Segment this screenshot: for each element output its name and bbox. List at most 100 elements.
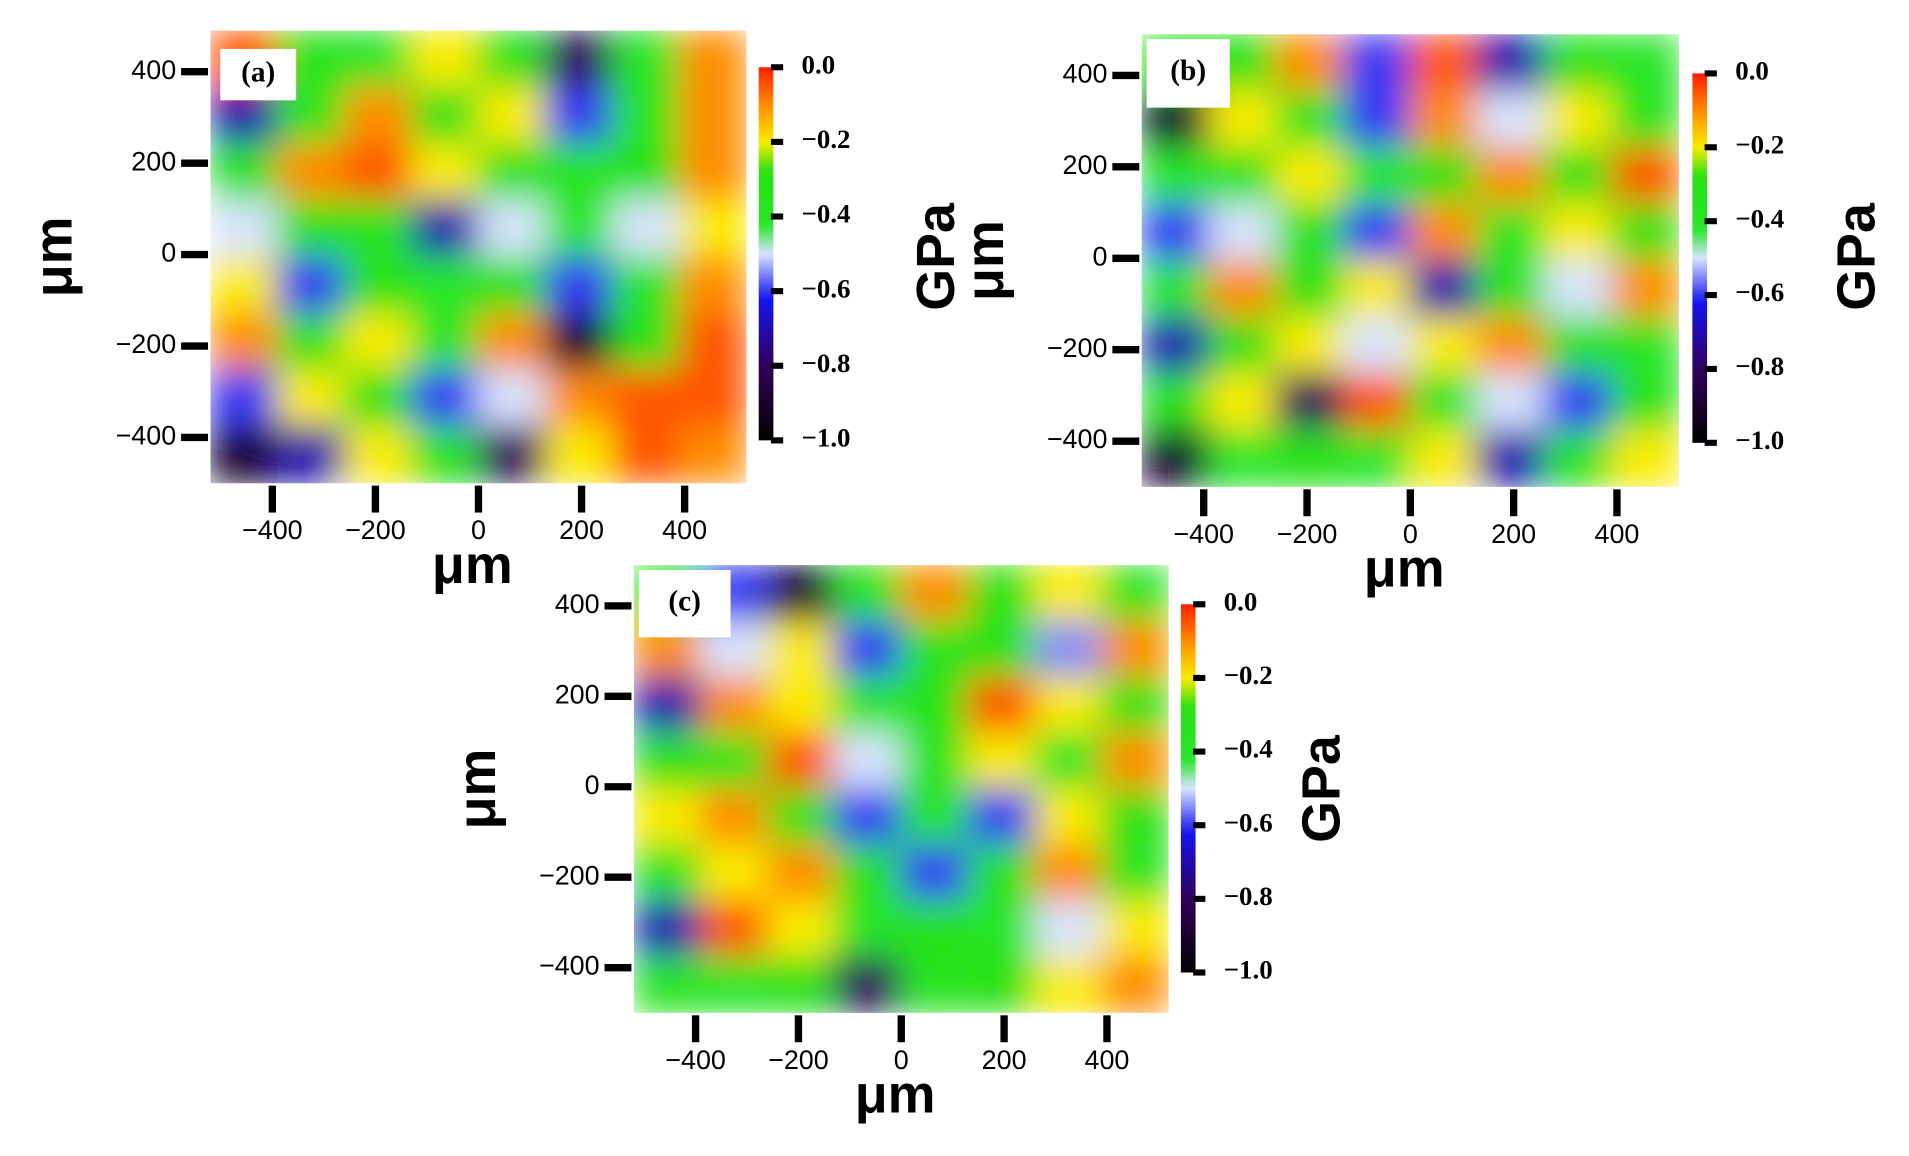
cb-label: GPa <box>1291 734 1351 843</box>
cell <box>633 900 702 958</box>
x-tick-label: 0 <box>471 515 486 545</box>
cell <box>766 956 836 1013</box>
x-axis-label: μm <box>432 535 513 595</box>
cell <box>343 30 413 88</box>
cb-tick-label: −0.2 <box>802 124 851 154</box>
cell <box>1476 90 1546 149</box>
cell <box>1034 732 1103 790</box>
cell <box>1275 316 1344 375</box>
heatmap <box>210 30 747 484</box>
x-tick-label: 400 <box>662 515 707 545</box>
cell <box>1101 788 1169 846</box>
cell <box>1476 34 1546 92</box>
cell <box>766 900 836 958</box>
x-tick-label: −200 <box>1277 519 1338 549</box>
cell <box>1611 372 1679 431</box>
cell <box>678 86 747 145</box>
cell <box>611 199 681 258</box>
cell <box>611 143 681 202</box>
cell <box>1476 147 1546 205</box>
plot-area <box>1141 34 1679 487</box>
cell <box>1544 203 1613 262</box>
cell <box>678 143 747 202</box>
cell <box>1476 429 1546 487</box>
panel-label: (c) <box>668 585 701 617</box>
cb-tick-label: −0.8 <box>802 348 851 378</box>
cell <box>1342 90 1411 149</box>
x-tick-label: 200 <box>982 1045 1027 1075</box>
cell <box>1275 429 1344 487</box>
cb-tick-label: −0.6 <box>1224 807 1273 837</box>
y-tick-label: −200 <box>539 860 600 890</box>
cell <box>410 256 480 315</box>
cell <box>1101 620 1169 678</box>
cb-tick-label: −0.4 <box>1224 734 1273 764</box>
cell <box>833 565 902 622</box>
cell <box>1544 429 1613 487</box>
x-tick-label: 200 <box>559 515 604 545</box>
y-axis-label: μm <box>24 216 84 297</box>
cb-tick-label: −0.8 <box>1735 351 1784 381</box>
cell <box>1611 429 1679 487</box>
cell <box>1208 372 1277 431</box>
x-axis-label: μm <box>1364 539 1445 599</box>
cell <box>477 256 547 315</box>
cell <box>700 900 769 958</box>
cell <box>1409 90 1479 149</box>
cell <box>477 143 547 202</box>
cell <box>1476 260 1546 318</box>
colorbar <box>758 67 774 441</box>
cell <box>1141 316 1210 375</box>
cell <box>1275 203 1344 262</box>
cell <box>477 313 547 371</box>
cell <box>1101 732 1169 790</box>
cell <box>766 844 836 902</box>
cell <box>276 143 346 202</box>
cell <box>1034 565 1103 622</box>
cb-tick-label: −1.0 <box>1224 955 1273 985</box>
cell <box>1544 34 1613 92</box>
cell <box>833 956 902 1013</box>
cell <box>544 30 614 88</box>
x-tick-label: −400 <box>1173 519 1234 549</box>
cell <box>1342 372 1411 431</box>
cell <box>1342 316 1411 375</box>
x-tick-label: 400 <box>1084 1045 1129 1075</box>
cell <box>833 788 902 846</box>
cell <box>343 369 413 428</box>
cell <box>410 313 480 371</box>
cell <box>276 313 346 371</box>
cell <box>833 620 902 678</box>
cell <box>1275 90 1344 149</box>
cell <box>1409 429 1479 487</box>
cell <box>967 900 1036 958</box>
cell <box>766 788 836 846</box>
cell <box>1409 203 1479 262</box>
cb-tick-label: −1.0 <box>1735 425 1784 455</box>
cell <box>410 143 480 202</box>
cell <box>410 86 480 145</box>
cell <box>833 844 902 902</box>
y-axis-label: μm <box>955 220 1015 301</box>
cell <box>611 425 681 484</box>
cell <box>1544 90 1613 149</box>
cell <box>1611 260 1679 318</box>
cell <box>766 620 836 678</box>
cell <box>1476 316 1546 375</box>
cell <box>1342 429 1411 487</box>
cell <box>1034 956 1103 1013</box>
cell <box>1101 900 1169 958</box>
cell <box>343 86 413 145</box>
x-tick-label: −200 <box>768 1045 829 1075</box>
cell <box>700 956 769 1013</box>
y-tick-label: −400 <box>1047 424 1108 454</box>
cell <box>477 425 547 484</box>
panel-label: (b) <box>1170 55 1206 87</box>
cell <box>1034 788 1103 846</box>
cell <box>276 425 346 484</box>
y-tick-label: −400 <box>116 421 177 451</box>
cell <box>1208 260 1277 318</box>
cell <box>900 676 969 734</box>
cell <box>678 313 747 371</box>
